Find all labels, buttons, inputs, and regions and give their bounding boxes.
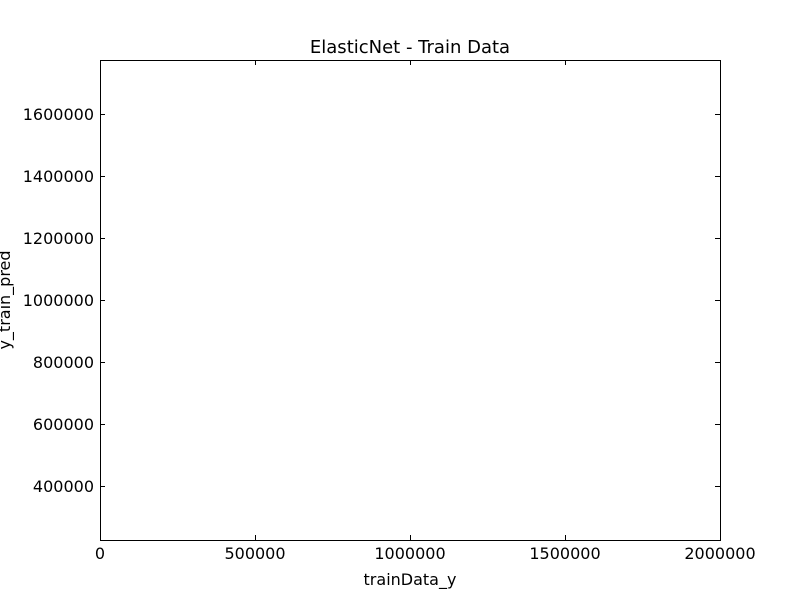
y-tick-label: 1600000	[23, 105, 94, 124]
chart-title: ElasticNet - Train Data	[310, 37, 510, 58]
y-tick-label: 1000000	[23, 291, 94, 310]
x-axis: 0 500000 1000000 1500000 2000000	[95, 60, 756, 563]
y-tick-label: 600000	[33, 415, 94, 434]
y-tick-label: 400000	[33, 477, 94, 496]
x-tick-label: 500000	[224, 544, 285, 563]
y-axis-label: y_train_pred	[0, 250, 15, 349]
y-tick-label: 1400000	[23, 167, 94, 186]
x-tick-label: 1500000	[529, 544, 600, 563]
plot-area	[100, 60, 721, 541]
x-tick-label: 2000000	[684, 544, 755, 563]
x-axis-label: trainData_y	[364, 570, 457, 590]
x-tick-label: 0	[95, 544, 105, 563]
y-axis: 400000 600000 800000 1000000 1200000 1400000 1…	[23, 105, 720, 496]
y-tick-label: 800000	[33, 353, 94, 372]
y-tick-label: 1200000	[23, 229, 94, 248]
x-tick-label: 1000000	[374, 544, 445, 563]
